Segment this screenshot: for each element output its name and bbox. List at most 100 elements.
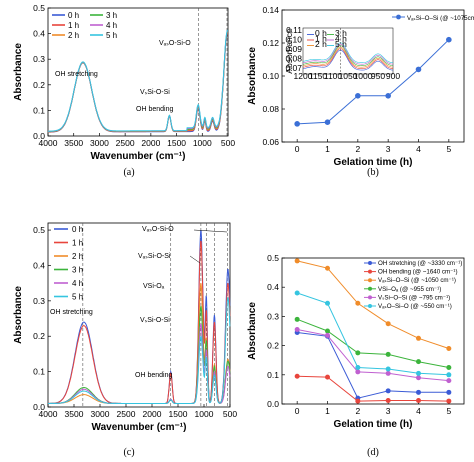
panel-b-data-point	[385, 93, 391, 99]
panel-a-annotation: OH stretching	[55, 71, 98, 78]
panel-b-inset-legend-label: 4 h	[335, 34, 347, 44]
panel-d-series-line	[297, 292, 449, 376]
panel-d-data-point	[294, 327, 300, 333]
panel-d-series-line	[297, 375, 449, 402]
panel-a-annotation: VₛSi-O-Si	[140, 89, 170, 96]
panel-c-legend-label: 2 h	[72, 252, 83, 261]
panel-d-data-point	[385, 366, 391, 372]
panel-b-x-tick-label: 3	[386, 144, 391, 154]
panel-d-data-point	[446, 389, 452, 395]
panel-c-legend-label: 4 h	[72, 279, 83, 288]
panel-d-series-line	[297, 332, 449, 399]
panel-d-x-tick-label: 0	[295, 406, 300, 416]
panel-b-inset-y-tick-label: 0.09	[285, 44, 302, 54]
panel-a-x-tick-label: 3000	[90, 138, 109, 148]
panel-d-legend-marker	[368, 278, 372, 283]
panel-d-legend-label: OH bending (@ ~1640 cm⁻¹)	[378, 269, 458, 276]
panel-c-legend-label: 0 h	[72, 225, 83, 234]
panel-d: 0 1 2 3 4 5 0.0 0.1 0.2 0.3 0.4 0.5 Gelation time (h…	[247, 253, 465, 430]
panel-d-data-point	[355, 398, 361, 404]
panel-a-legend-label: 3 h	[106, 11, 117, 20]
panel-c-annotation: OH stretching	[50, 309, 93, 316]
panel-a-y-tick-label: 0.4	[33, 29, 45, 39]
panel-c-x-tick-label: 3500	[65, 409, 84, 419]
panel-c-x-tick-label: 2000	[143, 409, 162, 419]
panel-b-data-point	[324, 119, 331, 125]
panel-d-data-point	[446, 398, 452, 404]
panel-d-data-point	[355, 300, 361, 306]
panel-d-data-point	[325, 328, 330, 334]
panel-d-x-tick-label: 5	[446, 406, 451, 416]
panel-c-x-tick-label: 1000	[195, 409, 214, 419]
panel-b-inset-series-line	[302, 43, 394, 65]
panel-b-inset-x-tick-label: 1100	[324, 71, 343, 81]
panel-a-y-tick-label: 0.3	[33, 54, 45, 64]
panel-a-x-tick-label: 500	[221, 138, 235, 148]
panel-a-x-tick-label: 1500	[167, 138, 186, 148]
panel-a-x-tick-label: 2000	[141, 138, 160, 148]
panel-d-data-point	[446, 372, 452, 378]
panel-b-y-tick-label: 0.14	[262, 5, 279, 15]
panel-a-y-axis-label: Absorbance	[13, 43, 24, 101]
panel-b-legend-label: VₐₛSi–O–Si (@ ~1075cm⁻¹)	[407, 15, 474, 22]
panel-d-data-point	[294, 373, 300, 379]
panel-d-data-point	[325, 374, 330, 380]
panel-d-legend-label: VₐₛO–Si–O (@ ~550 cm⁻¹)	[378, 303, 452, 310]
panel-d-legend-marker	[368, 286, 372, 291]
panel-b-x-tick-label: 5	[446, 144, 451, 154]
panel-d-legend-marker	[368, 261, 372, 265]
panel-a-series-line	[48, 30, 229, 132]
panel-b-x-tick-label: 4	[416, 144, 421, 154]
panel-b-inset-series-line	[302, 45, 394, 67]
panel-b-inset-x-tick-label: 1000	[354, 71, 373, 81]
panel-d-data-point	[416, 370, 421, 376]
panel-c-legend-label: 5 h	[72, 293, 83, 302]
panel-d-data-point	[294, 290, 300, 296]
panel-a-plot-frame	[47, 7, 229, 137]
panel-c-x-tick-label: 4000	[39, 409, 58, 419]
panel-d-series-line	[297, 318, 449, 368]
panel-b-inset-frame	[302, 27, 394, 75]
panel-d-legend-label: VₐₛSi–O–Si (@ ~1050 cm⁻¹)	[378, 277, 456, 284]
panel-b-x-axis-label: Gelation time (h)	[334, 157, 413, 168]
panel-b-inset-x-tick-label: 900	[386, 71, 400, 81]
panel-d-plot-frame	[281, 257, 465, 405]
panel-d-data-point	[446, 346, 452, 352]
panel-b: 0 1 2 3 4 5 0.06 0.08 0.10 0.12 0.14 Gelation time …	[247, 5, 474, 168]
panel-a: 4000 3500 3000 2500 2000 1500 1000 500 0.0 0.1 0.2…	[13, 3, 235, 162]
panel-a-y-tick-label: 0.0	[33, 131, 45, 141]
panel-a-x-tick-label: 4000	[39, 138, 58, 148]
panel-b-x-tick-label: 2	[355, 144, 360, 154]
panel-b-inset-x-tick-label: 950	[371, 71, 385, 81]
panel-b-data-point	[355, 93, 361, 99]
panel-c-x-tick-label: 1500	[169, 409, 188, 419]
panel-c-annotation: VₐₛO-Si-O	[142, 226, 174, 233]
panel-d-data-point	[416, 389, 421, 395]
panel-b-y-tick-label: 0.10	[262, 71, 279, 81]
panel-d-data-point	[294, 258, 300, 264]
panel-b-data-point	[294, 121, 300, 127]
panel-c-annotation: VₐₛSi-O-Si	[138, 253, 171, 260]
panel-c-x-tick-label: 2500	[117, 409, 136, 419]
panel-b-inset-y-axis-label: Absorbance	[284, 28, 294, 74]
panel-d-y-axis-label: Absorbance	[247, 302, 258, 360]
panel-b-inset-y-tick-label: 0.08	[285, 54, 302, 64]
panel-d-data-point	[385, 388, 391, 394]
panel-c-annotation-arrow	[193, 229, 228, 233]
panel-c-y-tick-label: 0.5	[33, 225, 45, 235]
panel-d-legend-label: OH stretching (@ ~3330 cm⁻¹)	[378, 260, 462, 267]
panel-c-annotation: OH bending	[135, 372, 172, 379]
panel-d-data-point	[355, 365, 361, 370]
panel-d-x-tick-label: 4	[416, 406, 421, 416]
panel-b-inset-legend-label: 2 h	[315, 39, 327, 49]
panel-a-y-tick-label: 0.5	[33, 3, 45, 13]
panel-d-data-point	[385, 351, 391, 357]
panel-c-y-tick-label: 0.3	[33, 296, 45, 306]
panel-a-legend-label: 0 h	[68, 11, 79, 20]
panel-a-legend-label: 4 h	[106, 21, 117, 30]
panel-d-x-axis-label: Gelation time (h)	[334, 419, 413, 430]
panel-b-inset-y-tick-label: 0.07	[285, 63, 302, 73]
panel-d-series-line	[297, 260, 449, 349]
